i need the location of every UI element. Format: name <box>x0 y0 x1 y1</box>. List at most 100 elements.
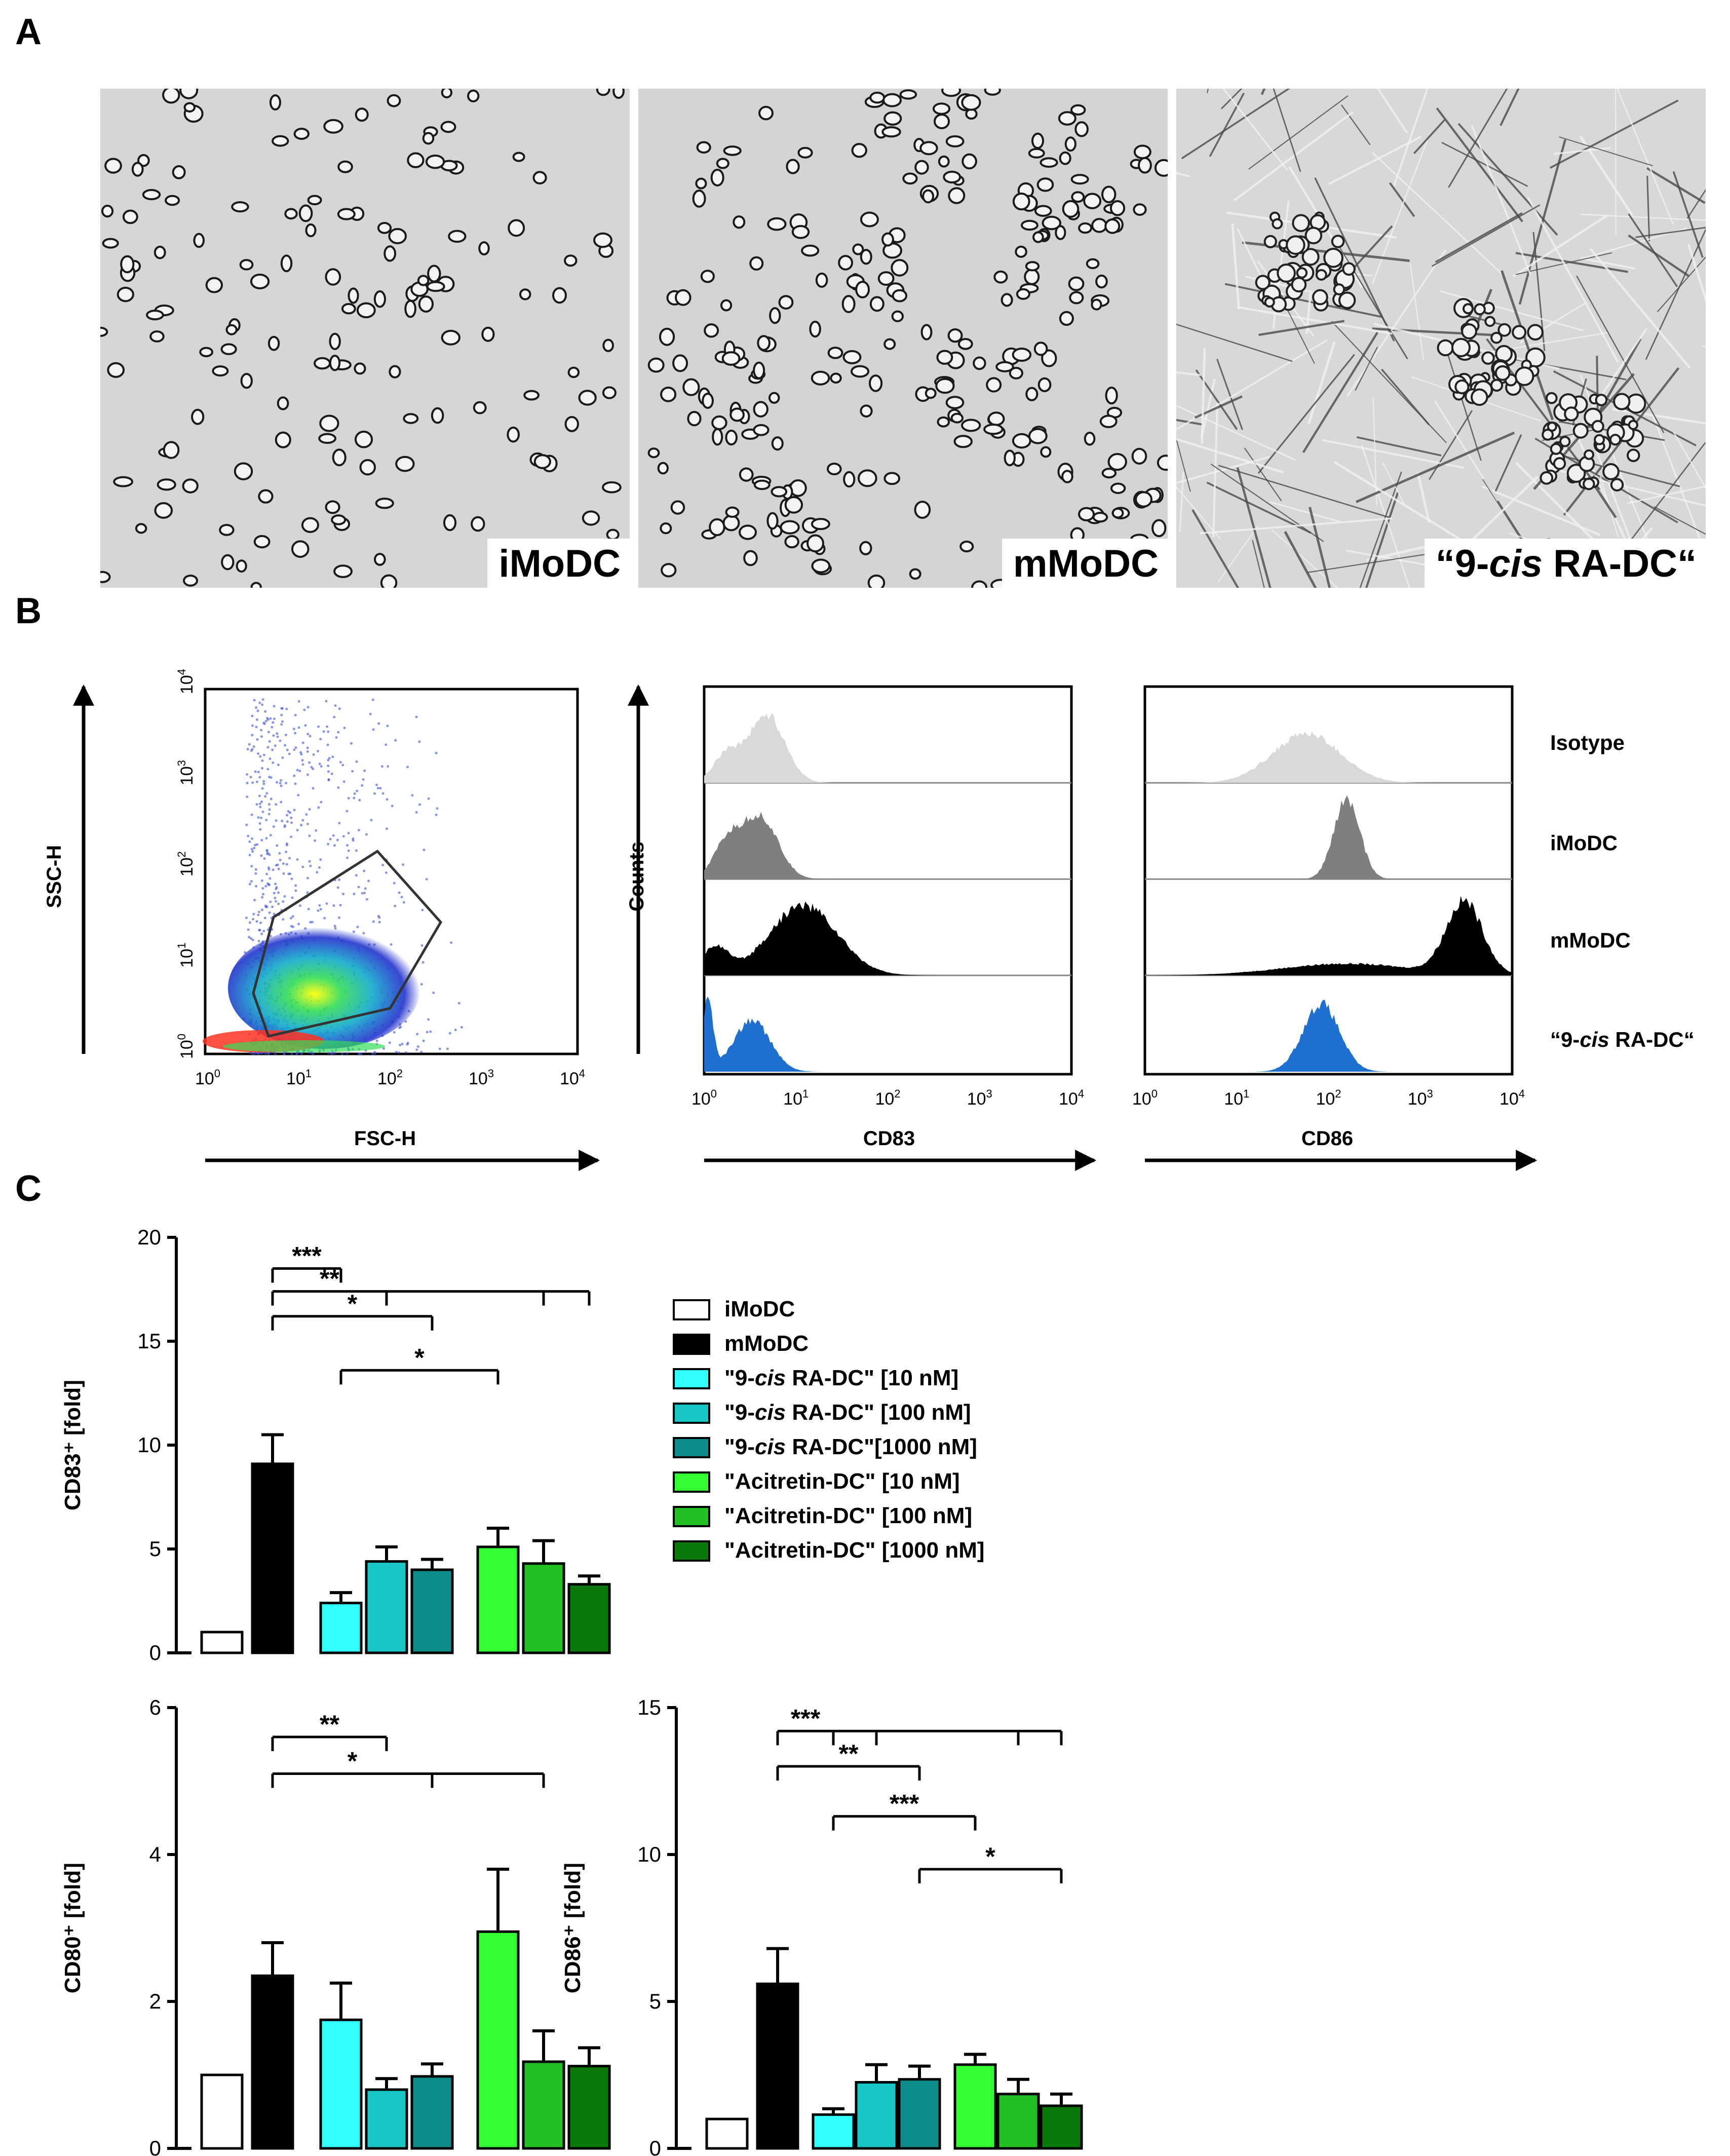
histogram-x-tick: 104 <box>1500 1087 1525 1109</box>
significance-label: ** <box>839 1739 859 1768</box>
bar-0 <box>200 1631 244 1654</box>
histogram-x-tick: 100 <box>691 1087 717 1109</box>
scatter-x-label: FSC-H <box>354 1127 416 1150</box>
y-tick-label: 15 <box>137 1329 161 1353</box>
bar-1 <box>251 1974 294 2150</box>
row-label-imodc: iMoDC <box>1550 831 1618 855</box>
legend-label: iMoDC <box>724 1297 795 1321</box>
bar-6 <box>522 2060 565 2150</box>
legend: iMoDC mMoDC "9-cis RA-DC" [10 nM] "9-cis RA… <box>673 1297 985 1563</box>
bar-4 <box>410 1568 454 1654</box>
scatter-y-tick: 100 <box>175 1034 197 1059</box>
legend-label: "Acitretin-DC" [10 nM] <box>724 1469 960 1494</box>
histogram-curve <box>1145 795 1512 879</box>
y-tick-label: 10 <box>137 1433 161 1457</box>
cd83-axis-label: CD83 <box>863 1127 915 1150</box>
micrograph-label-ra-dc: “9-cis RA-DC“ <box>1424 539 1706 588</box>
legend-swatch <box>673 1368 710 1389</box>
bar-4 <box>410 2075 454 2150</box>
micrograph-ra-dc-image <box>1176 89 1706 588</box>
legend-swatch <box>673 1437 710 1458</box>
bar-2 <box>812 2113 855 2150</box>
significance-label: * <box>348 1747 358 1775</box>
bar-0 <box>705 2117 749 2150</box>
significance-label: *** <box>890 1790 919 1818</box>
y-tick-label: 10 <box>637 1842 661 1866</box>
y-axis-label: CD80⁺ [fold] <box>60 1863 85 1993</box>
significance-label: ** <box>320 1710 339 1738</box>
scatter-y-tick: 103 <box>175 760 197 785</box>
bar-6 <box>996 2093 1040 2150</box>
scatter-x-tick: 101 <box>286 1067 312 1088</box>
cd86-axis-label: CD86 <box>1301 1127 1353 1150</box>
y-tick-label: 0 <box>649 2136 661 2156</box>
counts-label: Counts <box>626 842 648 912</box>
bar-1 <box>251 1462 294 1654</box>
bar-0 <box>200 2073 244 2150</box>
y-tick-label: 5 <box>149 1537 161 1561</box>
y-tick-label: 15 <box>637 1695 661 1719</box>
bar-7 <box>1040 2104 1083 2150</box>
row-label-isotype: Isotype <box>1550 731 1625 754</box>
legend-swatch <box>673 1471 710 1493</box>
scatter-x-ticks: 100 101 102 103 104 <box>195 1067 585 1088</box>
flow-cytometry-panel: SSC-H 100 101 102 103 104 100 101 102 103 104 FS… <box>43 669 1695 1171</box>
y-axis-label: CD83⁺ [fold] <box>60 1380 85 1510</box>
bar-1 <box>756 1982 799 2150</box>
bar-7 <box>567 2065 611 2150</box>
y-tick-label: 0 <box>149 1641 161 1665</box>
y-tick-label: 2 <box>149 1989 161 2013</box>
panel-label-a: A <box>15 12 42 52</box>
scatter-y-tick: 104 <box>175 669 197 694</box>
legend-swatch <box>673 1506 710 1527</box>
scatter-x-tick: 103 <box>469 1067 494 1088</box>
legend-label: "Acitretin-DC" [100 nM] <box>724 1503 972 1528</box>
bar-6 <box>522 1562 565 1654</box>
histogram-x-tick: 102 <box>1316 1087 1341 1109</box>
legend-swatch <box>673 1334 710 1355</box>
panel-label-b: B <box>15 591 42 631</box>
legend-label: "9-cis RA-DC" [10 nM] <box>724 1366 958 1390</box>
row-label-ra-dc: “9-cis RA-DC“ <box>1550 1028 1695 1051</box>
bar-3 <box>365 2088 408 2150</box>
scatter-y-tick: 102 <box>175 851 197 877</box>
scatter-y-label: SSC-H <box>43 845 65 908</box>
bar-2 <box>319 2018 363 2150</box>
histogram-x-tick: 100 <box>1132 1087 1158 1109</box>
bar-4 <box>898 2078 941 2150</box>
bar-2 <box>319 1602 363 1654</box>
histogram-curve <box>704 713 1071 783</box>
significance-label: * <box>348 1290 358 1318</box>
histogram-curve <box>704 812 1071 879</box>
scatter-x-tick: 104 <box>560 1067 585 1088</box>
y-tick-label: 6 <box>149 1695 161 1719</box>
legend-label: "9-cis RA-DC"[1000 nM] <box>724 1434 977 1459</box>
bar-3 <box>855 2081 898 2150</box>
bar-5 <box>953 2063 997 2150</box>
scatter-x-tick: 102 <box>377 1067 403 1088</box>
histogram-curve <box>1145 1000 1512 1072</box>
micrograph-label-mmodc: mMoDC <box>1002 539 1168 588</box>
histogram-x-tick: 104 <box>1059 1087 1084 1109</box>
significance-label: * <box>985 1842 995 1871</box>
bar-5 <box>476 1545 520 1654</box>
bar-7 <box>567 1583 611 1654</box>
histogram-x-tick: 103 <box>1408 1087 1433 1109</box>
histogram-curve <box>704 996 1071 1072</box>
significance-label: *** <box>791 1704 821 1732</box>
legend-label: mMoDC <box>724 1331 809 1356</box>
histogram-x-tick: 102 <box>875 1087 900 1109</box>
gate-polygon <box>252 849 443 1038</box>
scatter-x-tick: 100 <box>195 1067 220 1088</box>
row-label-mmodc: mMoDC <box>1550 928 1631 952</box>
scatter-plot: SSC-H 100 101 102 103 104 100 101 102 103 104 FS… <box>43 669 600 1171</box>
bar-5 <box>476 1930 520 2150</box>
y-tick-label: 20 <box>137 1225 161 1249</box>
legend-swatch <box>673 1299 710 1320</box>
legend-swatch <box>673 1403 710 1424</box>
cd86-histograms: 100 101 102 103 104 <box>1132 685 1525 1109</box>
